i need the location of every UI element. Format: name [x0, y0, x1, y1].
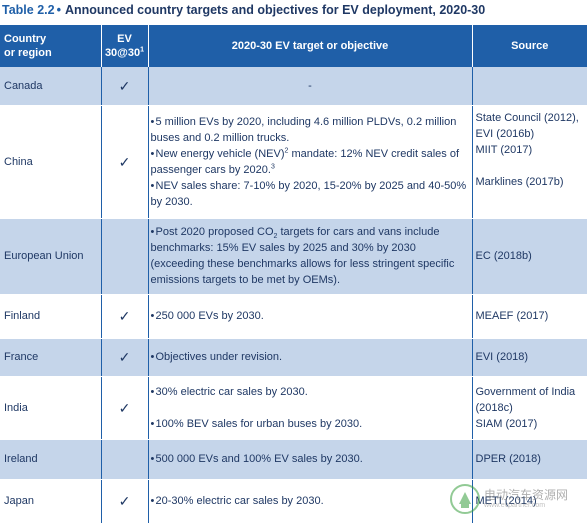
table-row-japan: Japan ✓ •20-30% electric car sales by 20…: [0, 479, 587, 523]
source-cell: DPER (2018): [472, 439, 587, 480]
table-caption: Table 2.2 • Announced country targets and …: [2, 0, 587, 20]
check-mark: ✓: [101, 67, 149, 106]
target-item: •20-30% electric car sales by 2030.: [150, 495, 324, 508]
header-country: Country or region: [0, 25, 102, 67]
header-target: 2020-30 EV target or objective: [148, 25, 473, 67]
check-mark: ✓: [101, 338, 149, 377]
watermark-url: www.evpartner.com: [484, 502, 546, 509]
check-mark: ✓: [101, 294, 149, 339]
table-row-canada: Canada ✓ -: [0, 67, 587, 106]
source-cell: METI (2014): [475, 495, 537, 508]
target-cell: •20-30% electric car sales by 2030.: [148, 479, 473, 523]
country-cell: India: [0, 376, 102, 440]
target-item: •NEV sales share: 7-10% by 2020, 15-20% …: [150, 179, 467, 208]
table-row-ireland: Ireland •500 000 EVs and 100% EV sales b…: [0, 439, 587, 480]
header-source: Source: [472, 25, 587, 67]
target-item: •5 million EVs by 2020, including 4.6 mi…: [150, 115, 457, 144]
country-cell: Ireland: [0, 439, 102, 480]
ev-targets-table: Country or region EV 30@301 2020-30 EV t…: [0, 25, 587, 523]
target-item: •250 000 EVs by 2030.: [150, 310, 264, 322]
target-cell: •5 million EVs by 2020, including 4.6 mi…: [148, 105, 473, 219]
target-item: •500 000 EVs and 100% EV sales by 2030.: [150, 453, 363, 465]
target-cell: •Post 2020 proposed CO2 targets for cars…: [148, 218, 473, 295]
table-row-finland: Finland ✓ •250 000 EVs by 2030. MEAEF (2…: [0, 294, 587, 339]
target-item: •100% BEV sales for urban buses by 2030.: [150, 417, 363, 430]
country-cell: European Union: [0, 218, 102, 295]
target-item: •30% electric car sales by 2030.: [150, 385, 308, 398]
target-cell: •500 000 EVs and 100% EV sales by 2030.: [148, 439, 473, 480]
table-number: Table 2.2: [2, 3, 55, 17]
source-cell: EC (2018b): [472, 218, 587, 295]
watermark-text: 电动汽车资源网: [484, 488, 569, 502]
country-cell: Finland: [0, 294, 102, 339]
target-cell: •250 000 EVs by 2030.: [148, 294, 473, 339]
header-ev3030: EV 30@301: [101, 25, 149, 67]
source-cell: [472, 67, 587, 106]
source-cell: MEAEF (2017): [472, 294, 587, 339]
check-mark: ✓: [101, 376, 149, 440]
check-mark: ✓: [101, 479, 149, 523]
target-item: •Objectives under revision.: [150, 351, 283, 363]
table-row-france: France ✓ •Objectives under revision. EVI…: [0, 338, 587, 377]
table-title: Announced country targets and objectives…: [64, 3, 486, 17]
table-header-row: Country or region EV 30@301 2020-30 EV t…: [0, 25, 587, 67]
target-item: •Post 2020 proposed CO2 targets for cars…: [150, 226, 455, 286]
target-item: •New energy vehicle (NEV)2 mandate: 12% …: [150, 146, 460, 176]
source-cell: EVI (2018): [472, 338, 587, 377]
watermark-logo-icon: [450, 484, 480, 514]
country-cell: Japan: [0, 479, 102, 523]
table-row-china: China ✓ •5 million EVs by 2020, includin…: [0, 105, 587, 219]
source-cell: Government of India (2018c) SIAM (2017): [472, 376, 587, 440]
country-cell: Canada: [0, 67, 102, 106]
target-cell: •30% electric car sales by 2030. •100% B…: [148, 376, 473, 440]
check-mark: [101, 439, 149, 480]
watermark: 电动汽车资源网 www.evpartner.com: [450, 482, 580, 518]
caption-bullet: •: [56, 3, 61, 17]
country-cell: China: [0, 105, 102, 219]
table-row-india: India ✓ •30% electric car sales by 2030.…: [0, 376, 587, 440]
target-cell: -: [148, 67, 473, 106]
check-mark: [101, 218, 149, 295]
target-cell: •Objectives under revision.: [148, 338, 473, 377]
country-cell: France: [0, 338, 102, 377]
source-cell: State Council (2012), EVI (2016b) MIIT (…: [472, 105, 587, 219]
check-mark: ✓: [101, 105, 149, 219]
table-row-european-union: European Union •Post 2020 proposed CO2 t…: [0, 218, 587, 295]
